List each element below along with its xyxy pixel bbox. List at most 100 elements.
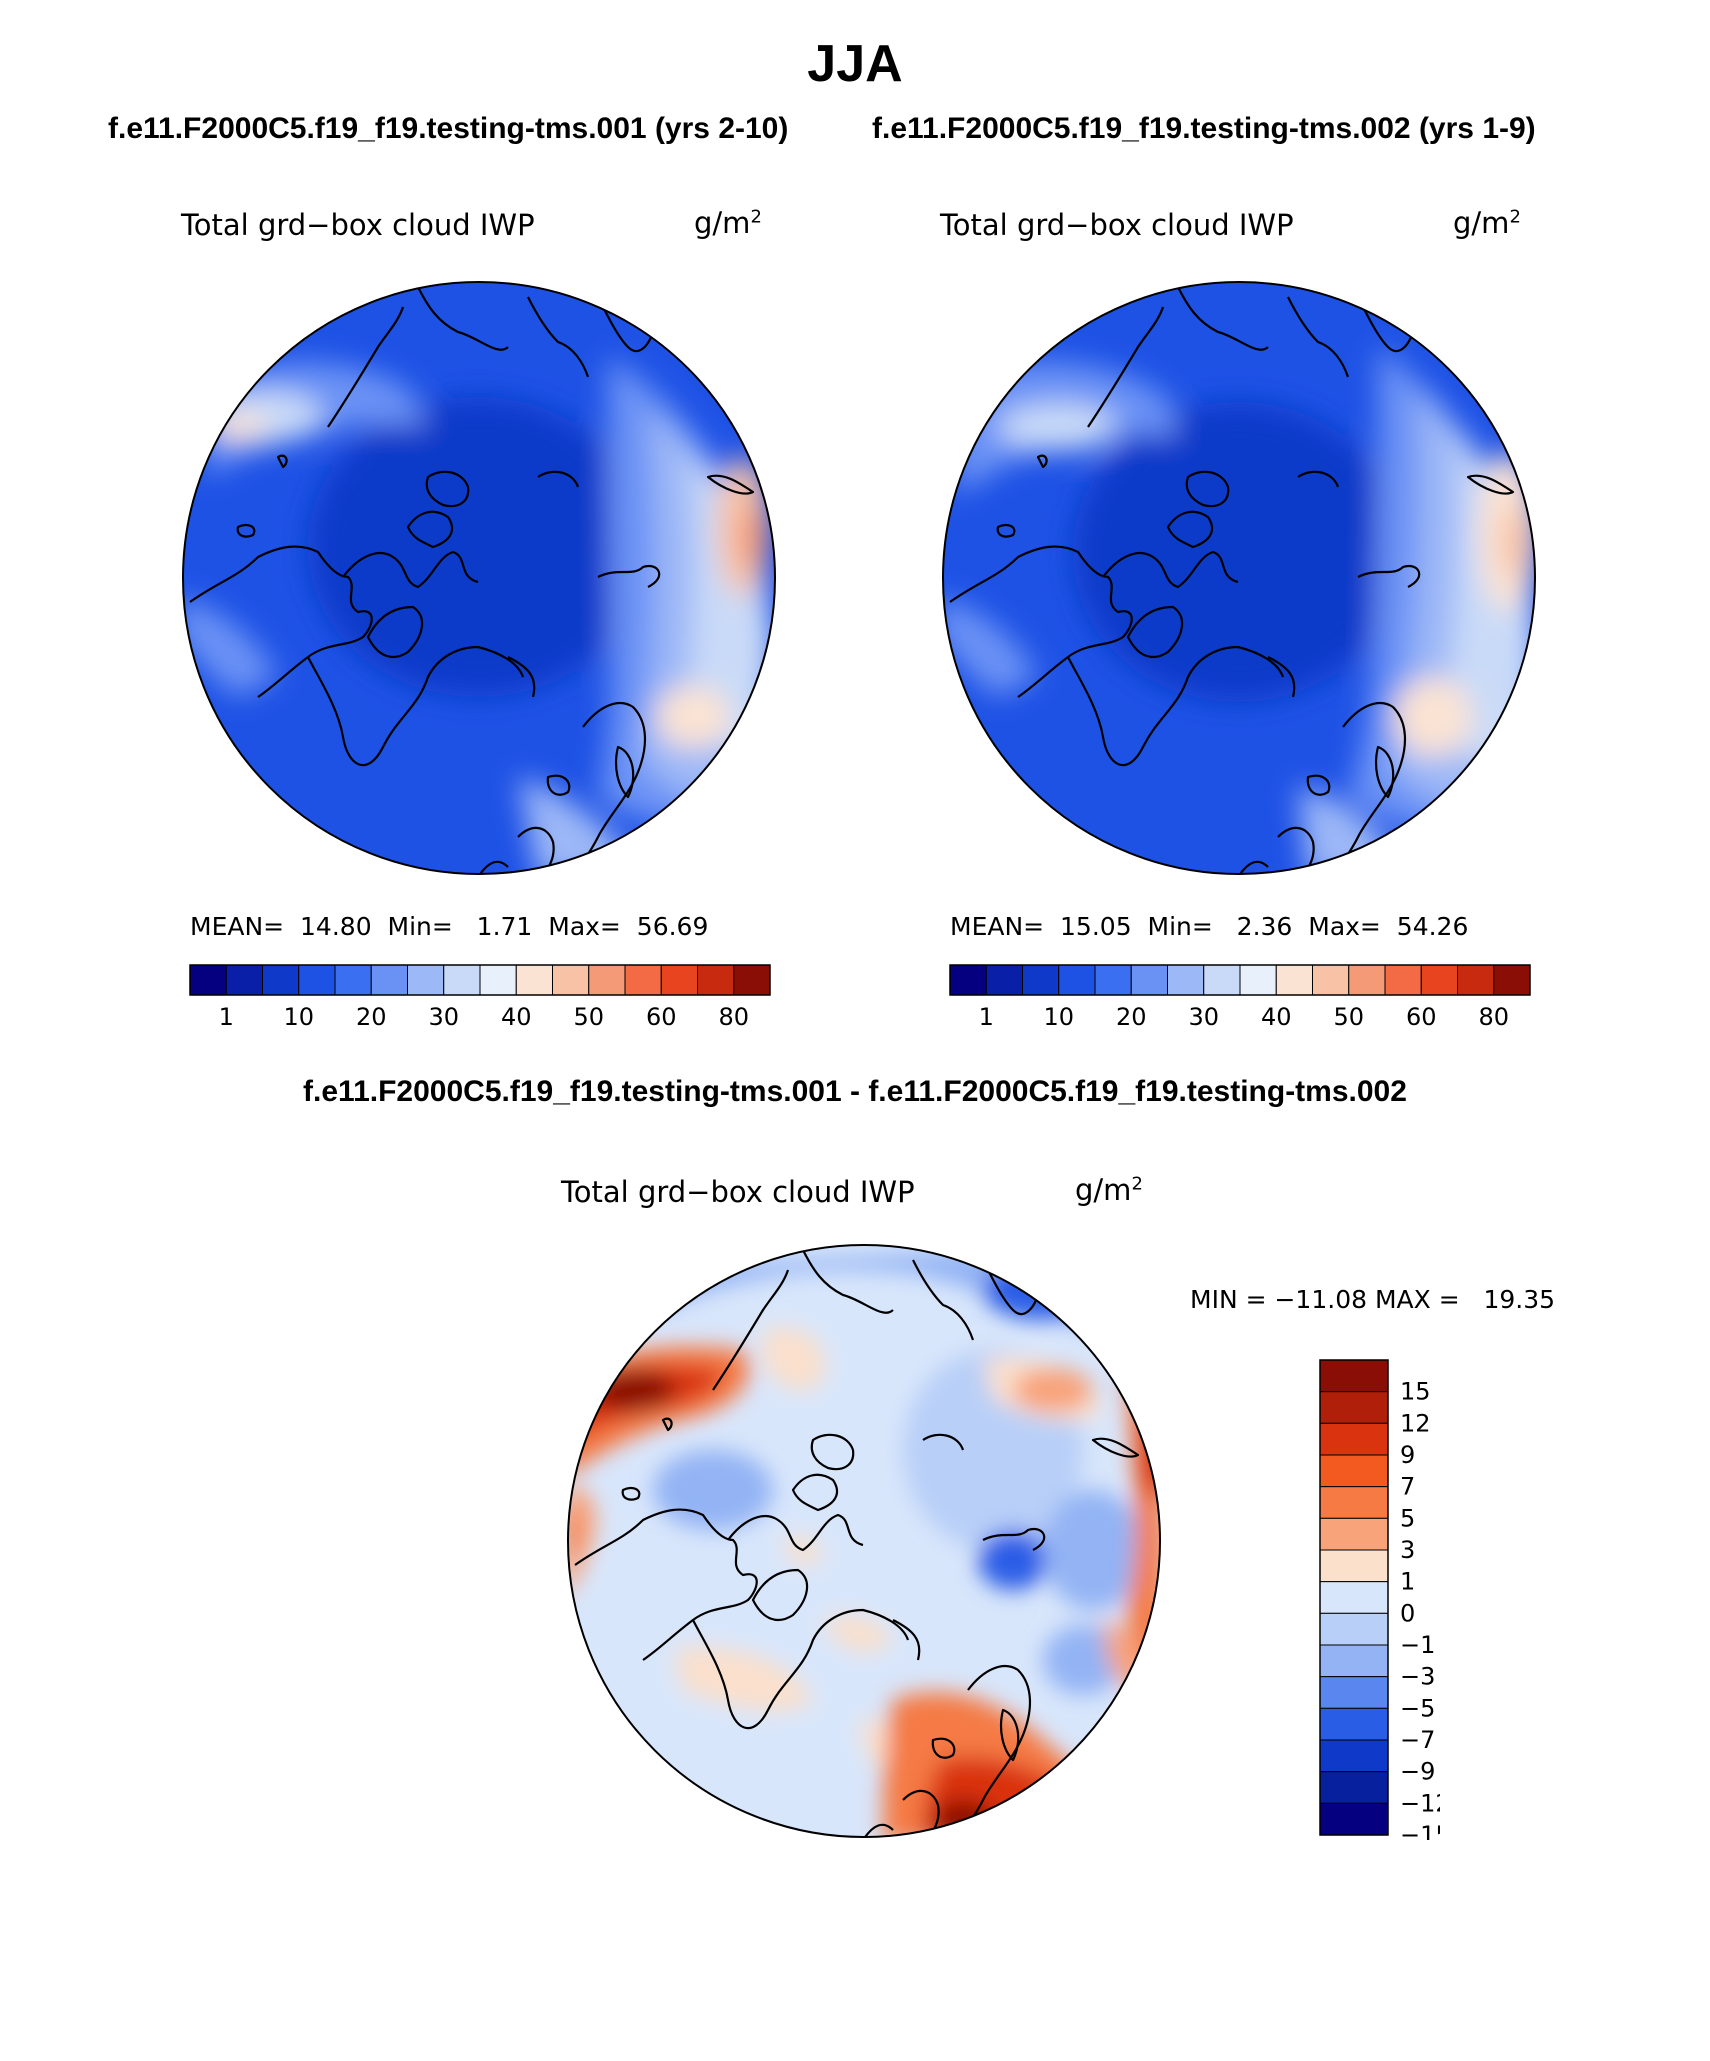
colorbar-tick-label: 1 xyxy=(219,1003,234,1030)
colorbar-swatch xyxy=(588,964,626,996)
panel2-units-label: g/m2 xyxy=(1453,206,1521,240)
season-title: JJA xyxy=(807,35,903,93)
colorbar-swatch xyxy=(660,964,698,996)
colorbar-swatch xyxy=(443,964,481,996)
panel2-coastlines xyxy=(949,286,1515,874)
panel2-variable-label: Total grd−box cloud IWP xyxy=(940,208,1294,242)
colorbar-swatch xyxy=(298,964,336,996)
panel1-variable-label: Total grd−box cloud IWP xyxy=(181,208,535,242)
colorbar-swatch xyxy=(949,964,987,996)
colorbar-swatch xyxy=(1319,1644,1389,1678)
colorbar-swatch xyxy=(552,964,590,996)
colorbar-tick-label: 3 xyxy=(1400,1536,1415,1564)
colorbar-frame xyxy=(189,964,771,996)
colorbar-tick-label: 40 xyxy=(501,1003,532,1030)
colorbar-tick-label: 40 xyxy=(1261,1003,1292,1030)
colorbar-tick-label: 30 xyxy=(1188,1003,1219,1030)
colorbar-swatch xyxy=(985,964,1023,996)
colorbar-swatch xyxy=(1457,964,1495,996)
colorbar-tick-label: 0 xyxy=(1400,1599,1415,1627)
colorbar-tick-label: −12 xyxy=(1400,1789,1440,1817)
colorbar-swatch xyxy=(1130,964,1168,996)
colorbar-swatch xyxy=(1058,964,1096,996)
colorbar-tick-label: 60 xyxy=(646,1003,677,1030)
colorbar-tick-label: 1 xyxy=(1400,1568,1415,1596)
difference-title: f.e11.F2000C5.f19_f19.testing-tms.001 - … xyxy=(303,1075,1407,1108)
colorbar-swatch xyxy=(1319,1486,1389,1519)
colorbar-tick-label: 7 xyxy=(1400,1473,1415,1501)
colorbar-tick-label: −9 xyxy=(1400,1758,1435,1786)
colorbar-swatch xyxy=(1094,964,1132,996)
colorbar-tick-label: −7 xyxy=(1400,1726,1435,1754)
colorbar-swatch xyxy=(334,964,372,996)
colorbar-tick-label: 5 xyxy=(1400,1504,1415,1532)
colorbar-tick-label: −3 xyxy=(1400,1663,1435,1691)
colorbar-swatch xyxy=(1319,1517,1389,1551)
colorbar-swatch xyxy=(1319,1581,1389,1614)
colorbar-tick-label: 1 xyxy=(979,1003,994,1030)
panel1-polar-map xyxy=(182,281,776,875)
colorbar-tick-label: 30 xyxy=(428,1003,459,1030)
diff-units-label: g/m2 xyxy=(1075,1173,1143,1207)
colorbar-swatch xyxy=(733,964,771,996)
colorbar-tick-label: −5 xyxy=(1400,1694,1435,1722)
colorbar-tick-label: 20 xyxy=(1116,1003,1147,1030)
colorbar-tick-label: 80 xyxy=(718,1003,749,1030)
colorbar-tick-label: 15 xyxy=(1400,1378,1431,1406)
colorbar-swatch xyxy=(1319,1454,1389,1488)
colorbar-frame xyxy=(1319,1359,1389,1836)
colorbar-swatch xyxy=(515,964,553,996)
colorbar-swatch xyxy=(1319,1739,1389,1773)
diff-map-border xyxy=(567,1244,1161,1838)
diff-colorbar: 15 12 9 7 5 3 1 0 −1 −3 −5 −7 −9 −12 −15 xyxy=(1319,1359,1440,1840)
colorbar-tick-label: 20 xyxy=(356,1003,387,1030)
panel1-units-label: g/m2 xyxy=(694,206,762,240)
colorbar-tick-label: 80 xyxy=(1478,1003,1509,1030)
panel2-polar-map xyxy=(942,281,1536,875)
colorbar-tick-label: 60 xyxy=(1406,1003,1437,1030)
colorbar-swatch xyxy=(1319,1359,1389,1393)
panel2-colorbar: 1 10 20 30 40 50 60 80 xyxy=(949,964,1531,1030)
colorbar-swatch xyxy=(1312,964,1350,996)
colorbar-swatch xyxy=(624,964,662,996)
colorbar-swatch xyxy=(1319,1612,1389,1646)
colorbar-tick-label: −15 xyxy=(1400,1821,1440,1840)
colorbar-tick-label: 50 xyxy=(1333,1003,1364,1030)
colorbar-swatch xyxy=(225,964,263,996)
colorbar-swatch xyxy=(1420,964,1458,996)
colorbar-swatch xyxy=(1319,1422,1389,1456)
colorbar-tick-label: 10 xyxy=(1043,1003,1074,1030)
colorbar-swatch xyxy=(1319,1391,1389,1424)
colorbar-tick-label: 10 xyxy=(283,1003,314,1030)
colorbar-swatch xyxy=(1319,1802,1389,1836)
colorbar-swatch xyxy=(479,964,517,996)
panel2-map-border xyxy=(942,281,1536,875)
colorbar-swatch xyxy=(370,964,408,996)
diff-variable-label: Total grd−box cloud IWP xyxy=(561,1175,915,1209)
colorbar-swatch xyxy=(1493,964,1531,996)
diff-min-max: MIN = −11.08 MAX = 19.35 xyxy=(1190,1285,1556,1314)
colorbar-swatch xyxy=(1022,964,1060,996)
colorbar-swatch xyxy=(1239,964,1277,996)
colorbar-tick-label: −1 xyxy=(1400,1631,1435,1659)
colorbar-swatch xyxy=(1167,964,1205,996)
colorbar-tick-label: 9 xyxy=(1400,1441,1415,1469)
colorbar-swatch xyxy=(1319,1549,1389,1583)
case2-title: f.e11.F2000C5.f19_f19.testing-tms.002 (y… xyxy=(872,112,1536,145)
panel1-map-border xyxy=(182,281,776,875)
colorbar-tick-label: 50 xyxy=(573,1003,604,1030)
panel1-stats: MEAN= 14.80 Min= 1.71 Max= 56.69 xyxy=(190,912,709,941)
colorbar-swatch xyxy=(697,964,735,996)
colorbar-frame xyxy=(949,964,1531,996)
panel1-colorbar: 1 10 20 30 40 50 60 80 xyxy=(189,964,771,1030)
diff-polar-map xyxy=(567,1244,1161,1838)
colorbar-swatch xyxy=(407,964,445,996)
colorbar-swatch xyxy=(189,964,227,996)
colorbar-swatch xyxy=(1275,964,1313,996)
panel2-stats: MEAN= 15.05 Min= 2.36 Max= 54.26 xyxy=(950,912,1469,941)
colorbar-swatch xyxy=(1348,964,1386,996)
colorbar-swatch xyxy=(1203,964,1241,996)
colorbar-swatch xyxy=(262,964,300,996)
panel1-iwp-field xyxy=(183,357,773,874)
colorbar-swatch xyxy=(1319,1771,1389,1804)
